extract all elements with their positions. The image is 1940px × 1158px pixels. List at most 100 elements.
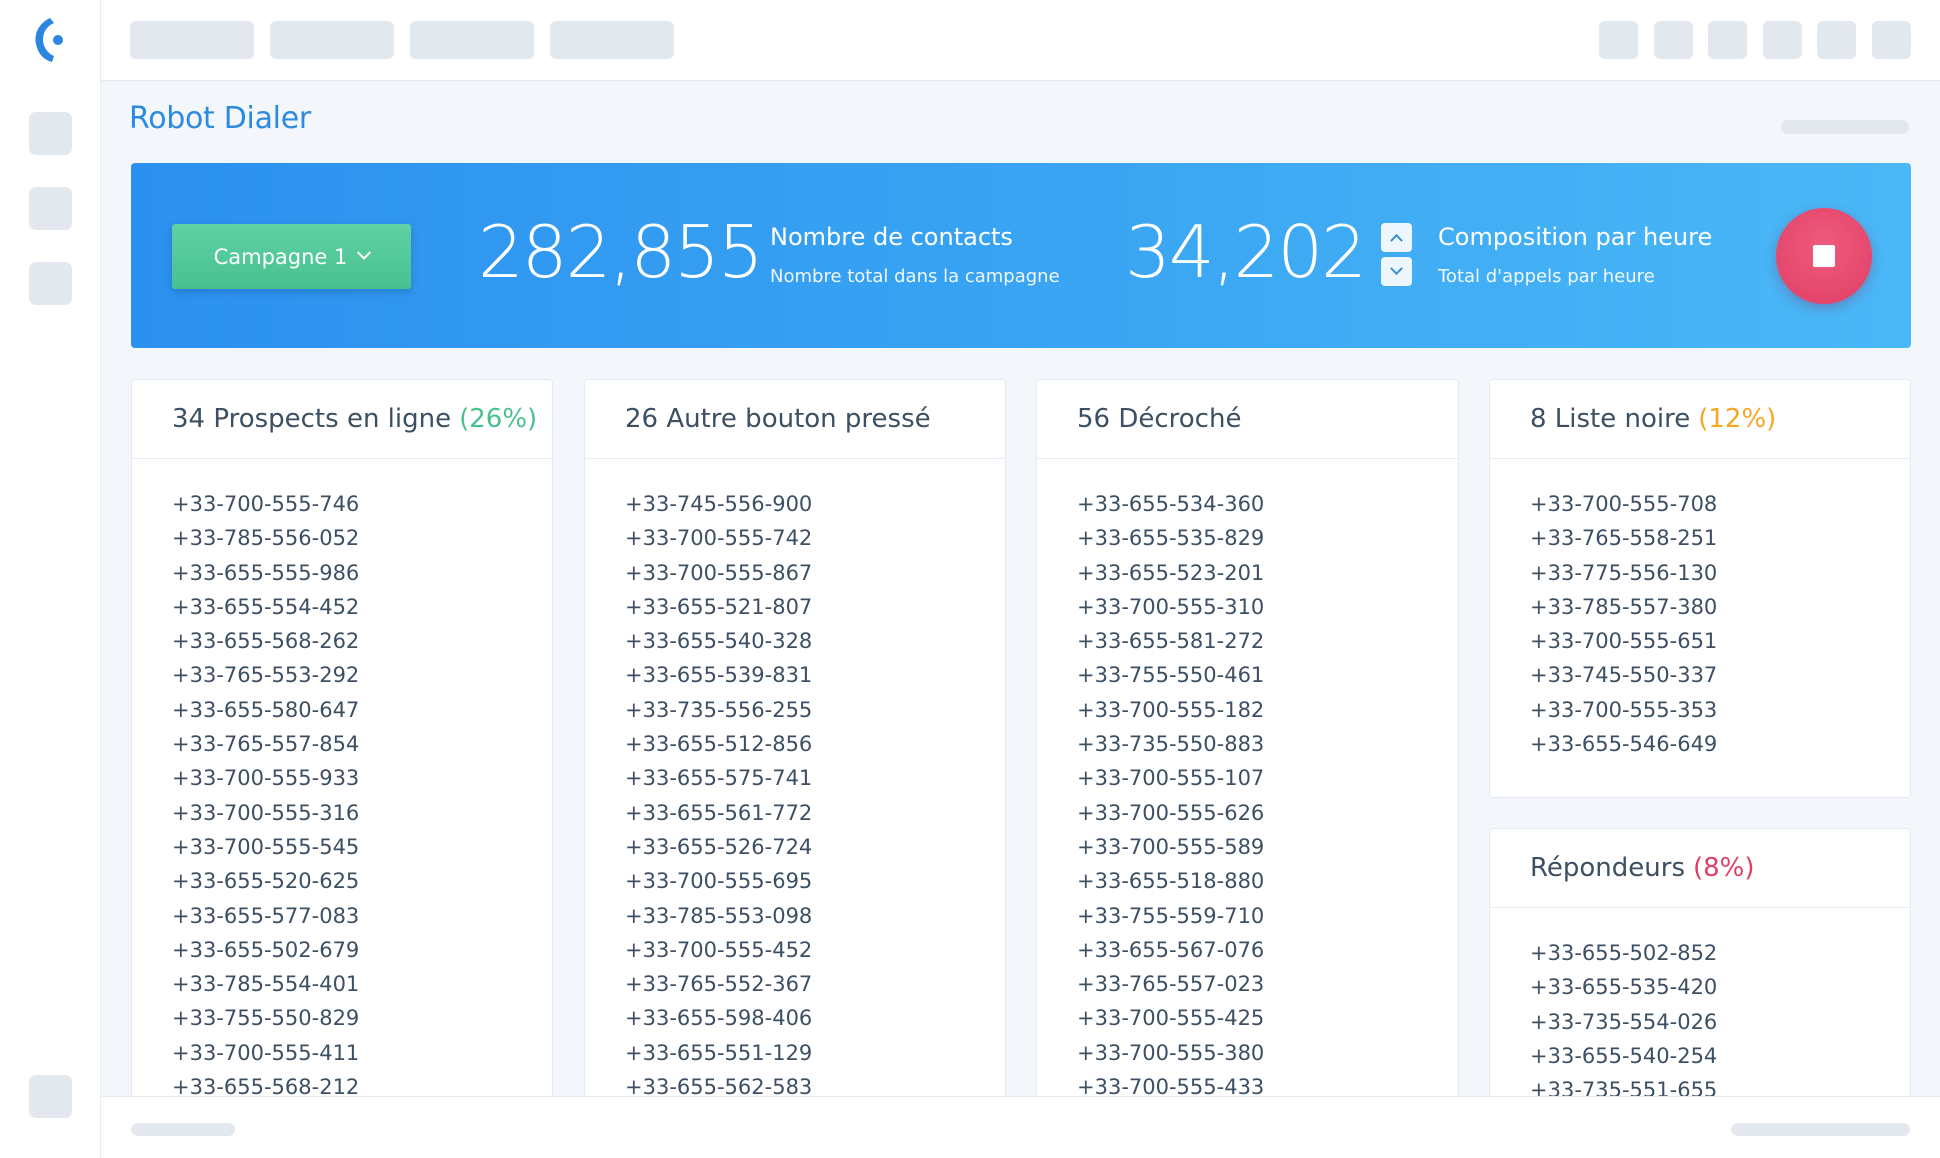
phone-number-item[interactable]: +33-700-555-545 bbox=[172, 834, 360, 859]
phone-number-item[interactable]: +33-655-581-272 bbox=[1077, 629, 1265, 654]
chevron-down-icon bbox=[1390, 262, 1403, 276]
phone-number-item[interactable]: +33-655-561-772 bbox=[625, 800, 813, 825]
phone-number-item[interactable]: +33-765-552-367 bbox=[625, 972, 813, 997]
phone-number-item[interactable]: +33-700-555-742 bbox=[625, 526, 813, 551]
answered-list: +33-655-534-360 +33-655-535-829 +33-655-52… bbox=[1037, 459, 1458, 1104]
phone-number-item[interactable]: +33-700-555-651 bbox=[1530, 629, 1718, 654]
answering-machines-card-percent: (8%) bbox=[1693, 853, 1755, 883]
phone-number-item[interactable]: +33-700-555-433 bbox=[1077, 1075, 1265, 1100]
phone-number-item[interactable]: +33-655-567-076 bbox=[1077, 937, 1265, 962]
stop-campaign-button[interactable] bbox=[1776, 208, 1872, 304]
phone-number-item[interactable]: +33-700-555-380 bbox=[1077, 1040, 1265, 1065]
prospects-card-percent: (26%) bbox=[459, 404, 538, 434]
phone-number-item[interactable]: +33-735-556-255 bbox=[625, 697, 813, 722]
phone-number-item[interactable]: +33-700-555-746 bbox=[172, 492, 360, 516]
topbar-action-5[interactable] bbox=[1817, 21, 1856, 59]
logo-icon[interactable] bbox=[32, 16, 70, 64]
phone-number-item[interactable]: +33-765-553-292 bbox=[172, 663, 360, 688]
phone-number-item[interactable]: +33-655-540-254 bbox=[1530, 1043, 1718, 1068]
phone-number-item[interactable]: +33-655-546-649 bbox=[1530, 732, 1718, 757]
phone-number-item[interactable]: +33-765-558-251 bbox=[1530, 526, 1718, 551]
phone-number-item[interactable]: +33-700-555-316 bbox=[172, 800, 360, 825]
campaign-select-button[interactable]: Campagne 1 bbox=[172, 224, 411, 289]
phone-number-item[interactable]: +33-655-562-583 bbox=[625, 1075, 813, 1100]
phone-number-item[interactable]: +33-785-554-401 bbox=[172, 972, 360, 997]
topbar-tab-3[interactable] bbox=[410, 21, 534, 59]
rate-decrease-button[interactable] bbox=[1381, 257, 1412, 286]
phone-number-item[interactable]: +33-700-555-411 bbox=[172, 1040, 360, 1065]
phone-number-item[interactable]: +33-785-553-098 bbox=[625, 903, 813, 928]
phone-number-item[interactable]: +33-700-555-589 bbox=[1077, 834, 1265, 859]
phone-number-item[interactable]: +33-735-550-883 bbox=[1077, 732, 1265, 757]
phone-number-item[interactable]: +33-655-540-328 bbox=[625, 629, 813, 654]
phone-number-item[interactable]: +33-655-555-986 bbox=[172, 560, 360, 585]
topbar-tab-4[interactable] bbox=[550, 21, 674, 59]
phone-number-item[interactable]: +33-765-557-854 bbox=[172, 732, 360, 757]
phone-number-item[interactable]: +33-655-502-679 bbox=[172, 937, 360, 962]
phone-number-item[interactable]: +33-700-555-867 bbox=[625, 560, 813, 585]
phone-number-item[interactable]: +33-700-555-708 bbox=[1530, 492, 1718, 516]
other-button-card: 26 Autre bouton pressé +33-745-556-900 +3… bbox=[584, 379, 1006, 1139]
answering-machines-card-header: Répondeurs (8%) bbox=[1490, 829, 1910, 908]
answering-machines-card: Répondeurs (8%) +33-655-502-852 +33-655-5… bbox=[1489, 828, 1911, 1139]
sidebar-nav-item-bottom[interactable] bbox=[29, 1075, 72, 1118]
phone-number-item[interactable]: +33-765-557-023 bbox=[1077, 972, 1265, 997]
rate-increase-button[interactable] bbox=[1381, 223, 1412, 252]
phone-number-item[interactable]: +33-655-535-829 bbox=[1077, 526, 1265, 551]
phone-number-item[interactable]: +33-655-534-360 bbox=[1077, 492, 1265, 516]
topbar-tab-2[interactable] bbox=[270, 21, 394, 59]
phone-number-item[interactable]: +33-655-526-724 bbox=[625, 834, 813, 859]
phone-number-item[interactable]: +33-655-575-741 bbox=[625, 766, 813, 791]
phone-number-item[interactable]: +33-755-550-829 bbox=[172, 1006, 360, 1031]
phone-number-item[interactable]: +33-655-512-856 bbox=[625, 732, 813, 757]
phone-number-item[interactable]: +33-655-577-083 bbox=[172, 903, 360, 928]
answering-machines-card-title: Répondeurs bbox=[1530, 853, 1685, 883]
phone-number-item[interactable]: +33-700-555-452 bbox=[625, 937, 813, 962]
phone-number-item[interactable]: +33-700-555-353 bbox=[1530, 697, 1718, 722]
phone-number-item[interactable]: +33-655-568-262 bbox=[172, 629, 360, 654]
phone-number-item[interactable]: +33-655-518-880 bbox=[1077, 869, 1265, 894]
phone-number-item[interactable]: +33-755-550-461 bbox=[1077, 663, 1265, 688]
phone-number-item[interactable]: +33-655-554-452 bbox=[172, 594, 360, 619]
phone-number-item[interactable]: +33-655-539-831 bbox=[625, 663, 813, 688]
topbar-tab-1[interactable] bbox=[130, 21, 254, 59]
sidebar-nav-item-3[interactable] bbox=[29, 262, 72, 305]
phone-number-item[interactable]: +33-655-580-647 bbox=[172, 697, 360, 722]
phone-number-item[interactable]: +33-700-555-425 bbox=[1077, 1006, 1265, 1031]
chevron-up-icon bbox=[1390, 233, 1403, 247]
topbar-action-2[interactable] bbox=[1654, 21, 1693, 59]
topbar-action-3[interactable] bbox=[1708, 21, 1747, 59]
phone-number-item[interactable]: +33-655-521-807 bbox=[625, 594, 813, 619]
phone-number-item[interactable]: +33-700-555-107 bbox=[1077, 766, 1265, 791]
phone-number-item[interactable]: +33-700-555-310 bbox=[1077, 594, 1265, 619]
calls-per-hour-label: Composition par heure bbox=[1438, 223, 1713, 251]
sidebar-nav-item-1[interactable] bbox=[29, 112, 72, 155]
topbar-action-1[interactable] bbox=[1599, 21, 1638, 59]
blacklist-card-title: 8 Liste noire bbox=[1530, 404, 1691, 434]
phone-number-item[interactable]: +33-735-554-026 bbox=[1530, 1009, 1718, 1034]
phone-number-item[interactable]: +33-655-568-212 bbox=[172, 1075, 360, 1100]
bottom-left-pill bbox=[131, 1123, 235, 1136]
phone-number-item[interactable]: +33-655-535-420 bbox=[1530, 975, 1718, 1000]
phone-number-item[interactable]: +33-700-555-626 bbox=[1077, 800, 1265, 825]
calls-per-hour-value: 34,202 bbox=[1125, 210, 1367, 294]
phone-number-item[interactable]: +33-655-523-201 bbox=[1077, 560, 1265, 585]
phone-number-item[interactable]: +33-655-502-852 bbox=[1530, 941, 1718, 965]
topbar-action-6[interactable] bbox=[1872, 21, 1911, 59]
sidebar-nav-item-2[interactable] bbox=[29, 187, 72, 230]
campaign-hero-banner: Campagne 1 282,855 Nombre de contacts No… bbox=[131, 163, 1911, 348]
phone-number-item[interactable]: +33-655-551-129 bbox=[625, 1040, 813, 1065]
phone-number-item[interactable]: +33-700-555-182 bbox=[1077, 697, 1265, 722]
phone-number-item[interactable]: +33-745-556-900 bbox=[625, 492, 813, 516]
phone-number-item[interactable]: +33-785-557-380 bbox=[1530, 594, 1718, 619]
topbar-action-4[interactable] bbox=[1763, 21, 1802, 59]
phone-number-item[interactable]: +33-775-556-130 bbox=[1530, 560, 1718, 585]
phone-number-item[interactable]: +33-655-598-406 bbox=[625, 1006, 813, 1031]
phone-number-item[interactable]: +33-700-555-695 bbox=[625, 869, 813, 894]
phone-number-item[interactable]: +33-755-559-710 bbox=[1077, 903, 1265, 928]
phone-number-item[interactable]: +33-655-520-625 bbox=[172, 869, 360, 894]
phone-number-item[interactable]: +33-700-555-933 bbox=[172, 766, 360, 791]
phone-number-item[interactable]: +33-785-556-052 bbox=[172, 526, 360, 551]
bottom-bar bbox=[101, 1096, 1940, 1158]
phone-number-item[interactable]: +33-745-550-337 bbox=[1530, 663, 1718, 688]
